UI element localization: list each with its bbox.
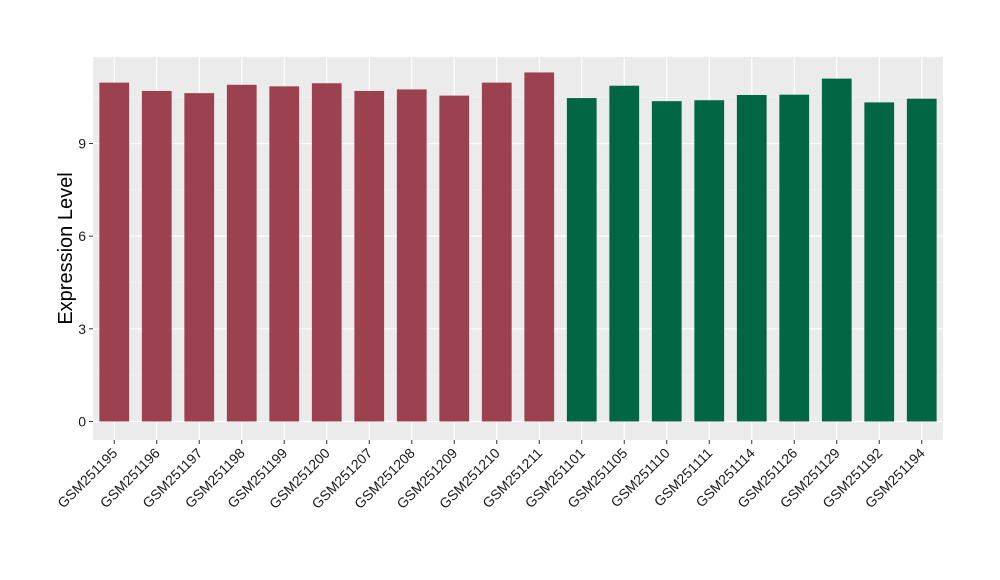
bar-GSM251101 (566, 98, 597, 422)
bar-GSM251209 (439, 95, 470, 422)
bar-GSM251192 (864, 102, 895, 422)
plot-panel (93, 57, 943, 440)
bar-GSM251126 (779, 94, 810, 422)
bar-GSM251211 (524, 72, 555, 422)
bar-GSM251129 (821, 78, 852, 422)
bars (99, 72, 937, 422)
bar-GSM251110 (651, 101, 682, 422)
y-tick-label: 9 (78, 135, 86, 151)
bar-GSM251210 (481, 82, 512, 422)
bar-GSM251197 (184, 93, 215, 422)
y-tick-label: 0 (78, 413, 86, 429)
bar-GSM251111 (694, 100, 725, 422)
bar-GSM251207 (354, 90, 385, 422)
y-tick-label: 3 (78, 321, 86, 337)
bar-GSM251198 (226, 84, 257, 422)
y-tick-label: 6 (78, 228, 86, 244)
x-axis: GSM251195GSM251196GSM251197GSM251198GSM2… (54, 440, 928, 512)
y-axis-title: Expression Level (55, 172, 77, 324)
bar-GSM251199 (269, 86, 300, 422)
bar-GSM251208 (396, 89, 427, 422)
bar-GSM251114 (736, 94, 767, 422)
bar-GSM251200 (311, 83, 342, 422)
bar-GSM251196 (141, 90, 172, 422)
y-axis: 0 3 6 9 (78, 135, 93, 429)
bar-GSM251194 (906, 98, 937, 422)
bar-GSM251195 (99, 82, 130, 422)
bar-GSM251105 (609, 85, 640, 422)
